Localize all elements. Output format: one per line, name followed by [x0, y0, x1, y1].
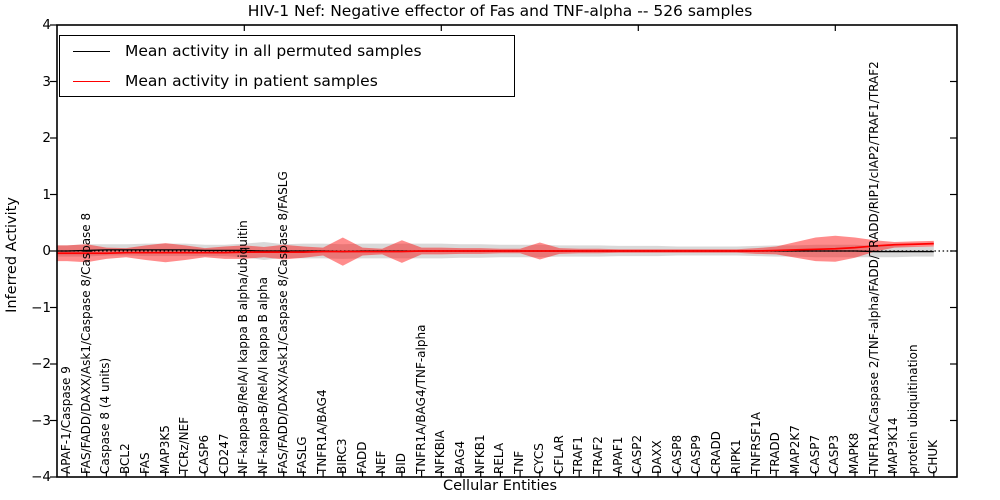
x-tick-label: MAP3K5	[157, 425, 172, 474]
axis-ticks	[50, 24, 957, 478]
y-tick-label: −1	[31, 299, 51, 316]
x-tick-label: CRADD	[709, 431, 724, 474]
x-tick-label: BID	[393, 452, 408, 474]
x-tick-label: CASP3	[827, 434, 842, 474]
x-tick-label: NFKBIA	[433, 430, 448, 474]
x-tick-label: TNFRSF1A	[748, 412, 763, 474]
x-tick-label: TRADD	[768, 432, 783, 474]
legend-label-permuted: Mean activity in all permuted samples	[125, 42, 422, 60]
x-tick-label: FAS/FADD/DAXX/Ask1/Caspase 8/Caspase 8/F…	[275, 171, 290, 474]
x-tick-label: NEF	[374, 450, 389, 474]
legend-entry-patient: Mean activity in patient samples	[60, 67, 514, 96]
x-tick-label: FADD	[354, 441, 369, 475]
legend: Mean activity in all permuted samples Me…	[59, 35, 515, 97]
x-tick-label: TRAF1	[571, 436, 586, 474]
x-tick-label: MAPK8	[847, 432, 861, 474]
legend-label-patient: Mean activity in patient samples	[125, 72, 378, 90]
patient-mean-line	[57, 242, 934, 255]
x-tick-label: APAF-1/Caspase 9	[59, 366, 73, 474]
y-tick-label: 2	[42, 130, 51, 146]
x-tick-label: NF-kappa-B/RelA/I kappa B alpha/ubiquiti…	[236, 220, 251, 474]
y-tick-label: 4	[42, 17, 51, 33]
x-tick-label: TNFR1A/Caspase 2/TNF-alpha/FADD/TRADD/RI…	[866, 61, 881, 474]
x-tick-label: TNF	[512, 450, 527, 474]
x-tick-label: CYCS	[531, 443, 546, 474]
x-tick-label: protein ubiquitination	[906, 344, 921, 474]
x-tick-label: NF-kappa-B/RelA/I kappa B alpha	[256, 277, 270, 474]
x-tick-label: CASP6	[196, 434, 211, 474]
x-tick-label: BCL2	[118, 443, 133, 474]
legend-line-sample-red	[73, 80, 110, 82]
y-tick-label: 3	[42, 73, 51, 90]
chart-title: HIV-1 Nef: Negative effector of Fas and …	[247, 2, 753, 20]
y-tick-label: 0	[42, 243, 51, 259]
x-axis-label: Cellular Entities	[442, 478, 558, 494]
x-tick-label: FASLG	[295, 436, 310, 474]
x-tick-label: MAP3K14	[886, 417, 901, 474]
x-tick-label: FAS/FADD/DAXX/Ask1/Caspase 8/Caspase 8	[78, 212, 93, 474]
x-tick-label: FAS	[137, 452, 152, 474]
x-tick-label: TNFR1A/BAG4	[315, 389, 330, 474]
x-tick-label: NFKB1	[472, 434, 487, 474]
x-tick-label: BIRC3	[334, 438, 349, 474]
x-tick-label: TCRz/NEF	[177, 416, 192, 474]
x-tick-label: CD247	[216, 433, 231, 474]
y-tick-label: 1	[42, 186, 51, 203]
x-tick-label: MAP2K7	[787, 425, 802, 474]
x-tick-label: RIPK1	[728, 439, 743, 474]
x-tick-label: CASP2	[630, 434, 645, 474]
x-tick-label: Caspase 8 (4 units)	[98, 357, 113, 474]
legend-line-sample-black	[73, 50, 110, 52]
x-tick-label: TRAF2	[590, 436, 605, 474]
x-tick-label: RELA	[492, 442, 507, 474]
x-tick-label: DAXX	[650, 440, 664, 474]
y-tick-label: −2	[31, 356, 51, 372]
x-tick-label: CASP7	[807, 434, 822, 474]
x-tick-label: CASP9	[689, 434, 704, 474]
x-tick-label: CASP8	[669, 434, 684, 474]
x-tick-label: CHUK	[925, 439, 940, 474]
x-tick-label: CFLAR	[551, 435, 566, 474]
x-tick-label: TNFR1A/BAG4/TNF-alpha	[413, 324, 428, 474]
legend-entry-permuted: Mean activity in all permuted samples	[60, 37, 514, 66]
y-tick-label: −4	[31, 469, 51, 485]
x-tick-label: APAF1	[610, 436, 625, 474]
x-tick-label: BAG4	[453, 440, 467, 474]
y-tick-label: −3	[31, 412, 51, 429]
